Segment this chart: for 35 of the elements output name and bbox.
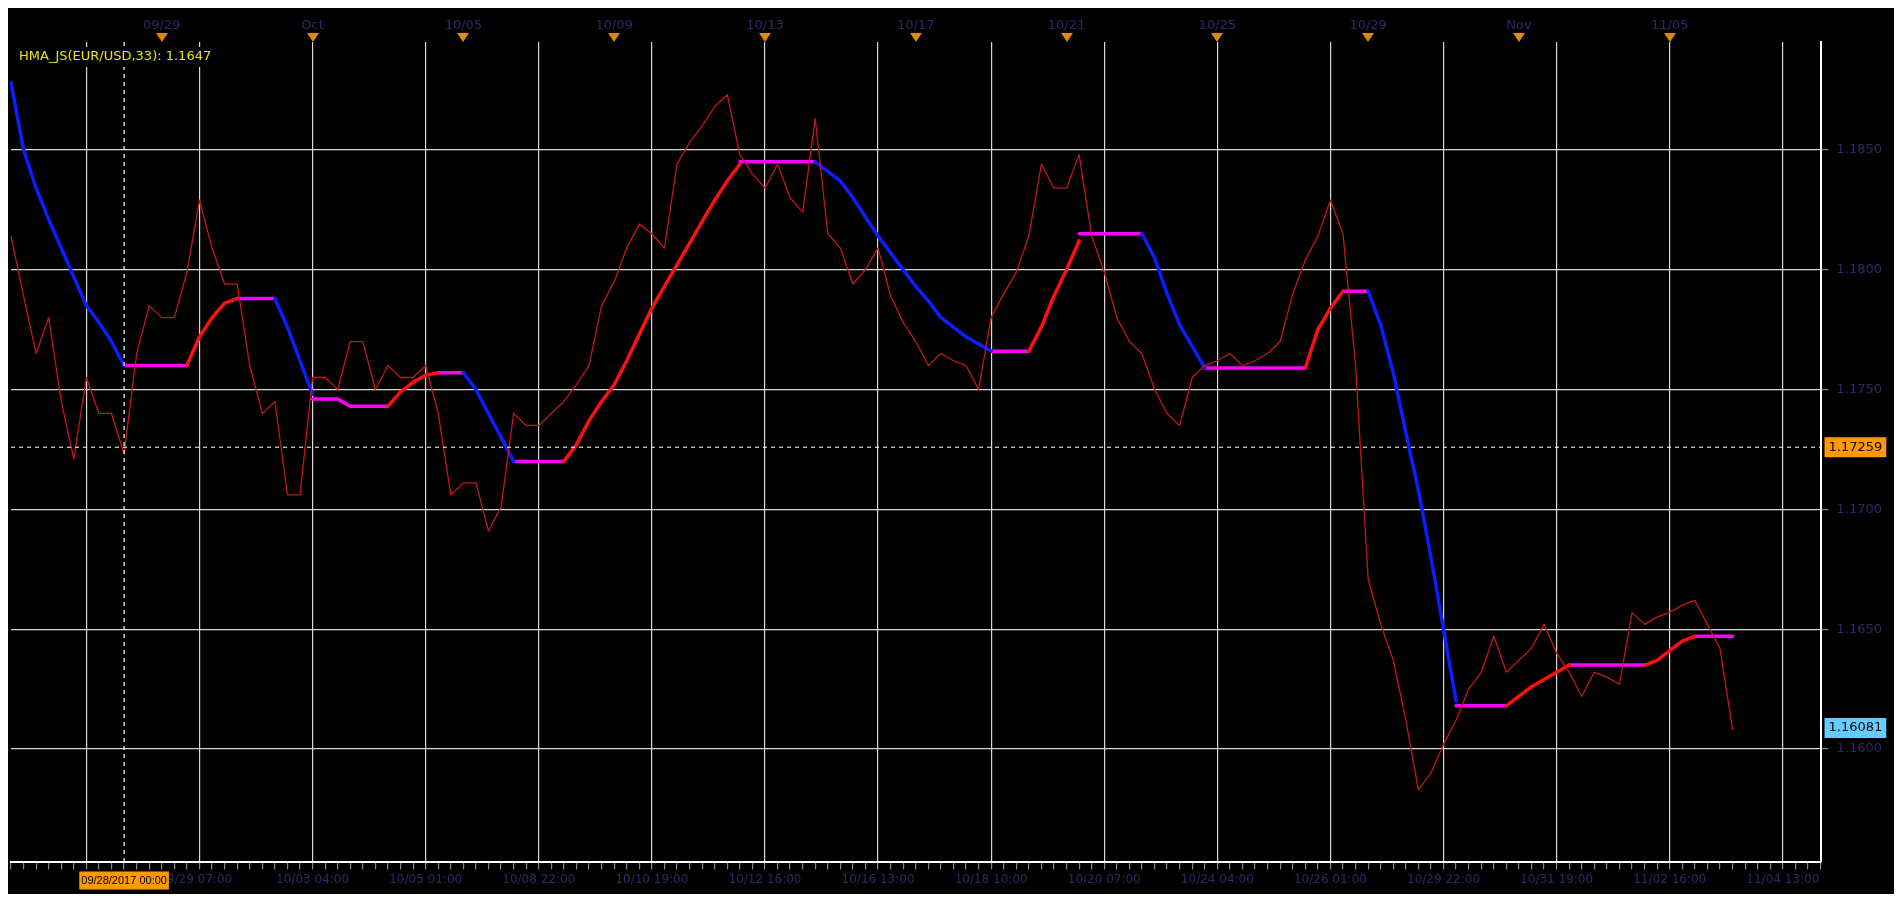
y-tick-label: 1.1800 — [1836, 261, 1883, 277]
y-tick-label: 1.1850 — [1836, 141, 1883, 157]
x-tick-label: 10/18 10:00 — [954, 871, 1028, 886]
text: 11/05 — [1650, 17, 1689, 33]
text: HMA_JS(EUR/USD,33): 1.1647 — [19, 48, 212, 64]
x-tick-label: 09/28/2017 00:00 — [81, 873, 167, 886]
text: Oct — [301, 17, 324, 33]
text: 10/05 — [444, 17, 483, 33]
text: Nov — [1506, 17, 1532, 33]
y-tick-label: 1.1600 — [1836, 740, 1883, 756]
y-tick-label: 1.1700 — [1836, 500, 1883, 516]
x-tick-label: 10/05 01:00 — [389, 871, 463, 886]
y-tick-label: 1.1750 — [1836, 380, 1883, 396]
ref-line-label: 1.17259 — [1828, 438, 1883, 454]
text: 10/29 — [1349, 17, 1387, 33]
x-tick-label: 10/12 16:00 — [728, 871, 802, 886]
x-tick-label: 10/03 04:00 — [276, 871, 350, 886]
x-tick-label: 10/10 19:00 — [615, 871, 689, 886]
x-tick-label: 11/02 16:00 — [1633, 871, 1707, 886]
text: 1.16081 — [1828, 719, 1883, 735]
x-tick-label: 10/20 07:00 — [1067, 871, 1141, 886]
text: 10/09 — [595, 17, 633, 33]
x-tick-label: 11/04 13:00 — [1746, 871, 1820, 886]
text: 09/29 — [143, 17, 181, 33]
x-tick-label: 10/26 01:00 — [1293, 871, 1367, 886]
x-tick-label: 10/08 22:00 — [502, 871, 576, 886]
x-tick-label: 10/24 04:00 — [1180, 871, 1254, 886]
text: 10/17 — [897, 17, 935, 33]
y-tick-label: 1.1650 — [1836, 620, 1883, 636]
text: 10/21 — [1047, 17, 1086, 33]
x-tick-label: 10/29 22:00 — [1407, 871, 1481, 886]
text: 10/13 — [746, 17, 784, 33]
text: 10/25 — [1198, 17, 1237, 33]
x-tick-label: 10/31 19:00 — [1520, 871, 1594, 886]
x-tick-label: 10/16 13:00 — [841, 871, 915, 886]
